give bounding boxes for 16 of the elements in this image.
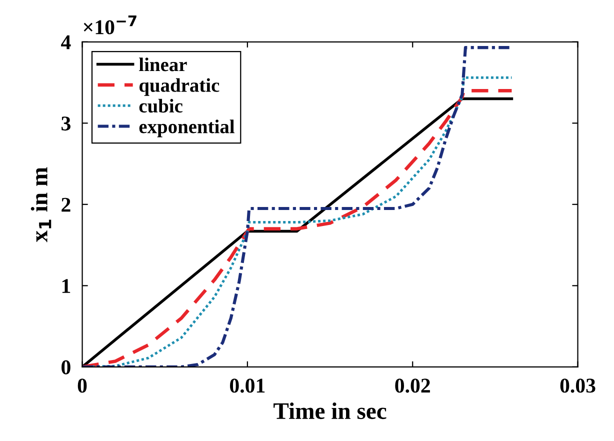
y-axis-title: x$_{1}$ in m [30, 167, 52, 242]
legend-label: quadratic [139, 78, 220, 96]
x-tick-label: 0.01 [230, 378, 265, 393]
x-tick-label: 0.02 [395, 378, 430, 393]
legend-label: linear [139, 58, 187, 72]
text: ×10$^{−7}$ [84, 15, 136, 34]
legend-label: cubic [139, 98, 182, 113]
y-tick-label: 2 [62, 198, 70, 212]
y-tick-label: 1 [62, 279, 70, 293]
y-tick-label: 0 [62, 360, 70, 374]
x-tick-label: 0 [78, 378, 87, 393]
legend-label: exponential [139, 120, 234, 138]
y-tick-label: 4 [61, 35, 71, 50]
x-tick-label: 0.03 [560, 378, 596, 393]
y-tick-label: 3 [62, 116, 70, 131]
x-axis-title: Time in sec [274, 402, 386, 420]
